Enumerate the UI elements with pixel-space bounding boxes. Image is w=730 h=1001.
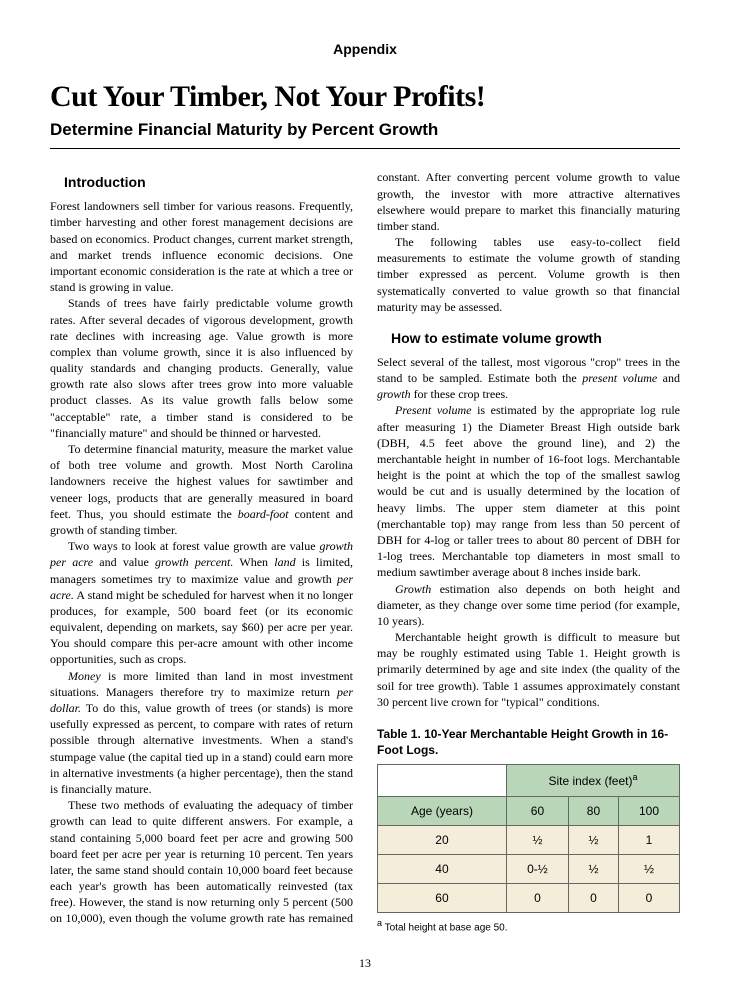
para-4: Two ways to look at forest value growth … — [50, 538, 353, 668]
table1-siteindex-header: Site index (feet)a — [506, 765, 679, 796]
table-row: 40 0-½ ½ ½ — [378, 854, 680, 883]
para-1: Forest landowners sell timber for variou… — [50, 198, 353, 295]
subtitle: Determine Financial Maturity by Percent … — [50, 119, 680, 142]
body-columns: Introduction Forest landowners sell timb… — [50, 169, 680, 935]
table1-empty-corner — [378, 765, 507, 796]
appendix-label: Appendix — [50, 40, 680, 59]
para-7: The following tables use easy-to-collect… — [377, 234, 680, 315]
para-5: Money is more limited than land in most … — [50, 668, 353, 798]
page-number: 13 — [50, 955, 680, 971]
para-9: Present volume is estimated by the appro… — [377, 402, 680, 580]
table-row: 60 0 0 0 — [378, 884, 680, 913]
table-row: 20 ½ ½ 1 — [378, 825, 680, 854]
volume-heading: How to estimate volume growth — [391, 329, 680, 348]
para-3: To determine financial maturity, measure… — [50, 441, 353, 538]
para-8: Select several of the tallest, most vigo… — [377, 354, 680, 403]
para-11: Merchantable height growth is difficult … — [377, 629, 680, 710]
table1: Site index (feet)a Age (years) 60 80 100… — [377, 764, 680, 913]
table1-footnote: a Total height at base age 50. — [377, 917, 680, 935]
para-10: Growth estimation also depends on both h… — [377, 581, 680, 630]
main-title: Cut Your Timber, Not Your Profits! — [50, 77, 680, 118]
para-2: Stands of trees have fairly predictable … — [50, 295, 353, 441]
table1-block: Table 1. 10-Year Merchantable Height Gro… — [377, 726, 680, 935]
table1-col-2: 100 — [618, 796, 679, 825]
table1-age-header: Age (years) — [378, 796, 507, 825]
table1-caption: Table 1. 10-Year Merchantable Height Gro… — [377, 726, 680, 758]
table1-col-1: 80 — [568, 796, 618, 825]
intro-heading: Introduction — [64, 173, 353, 192]
table1-col-0: 60 — [506, 796, 568, 825]
title-block: Cut Your Timber, Not Your Profits! Deter… — [50, 77, 680, 149]
